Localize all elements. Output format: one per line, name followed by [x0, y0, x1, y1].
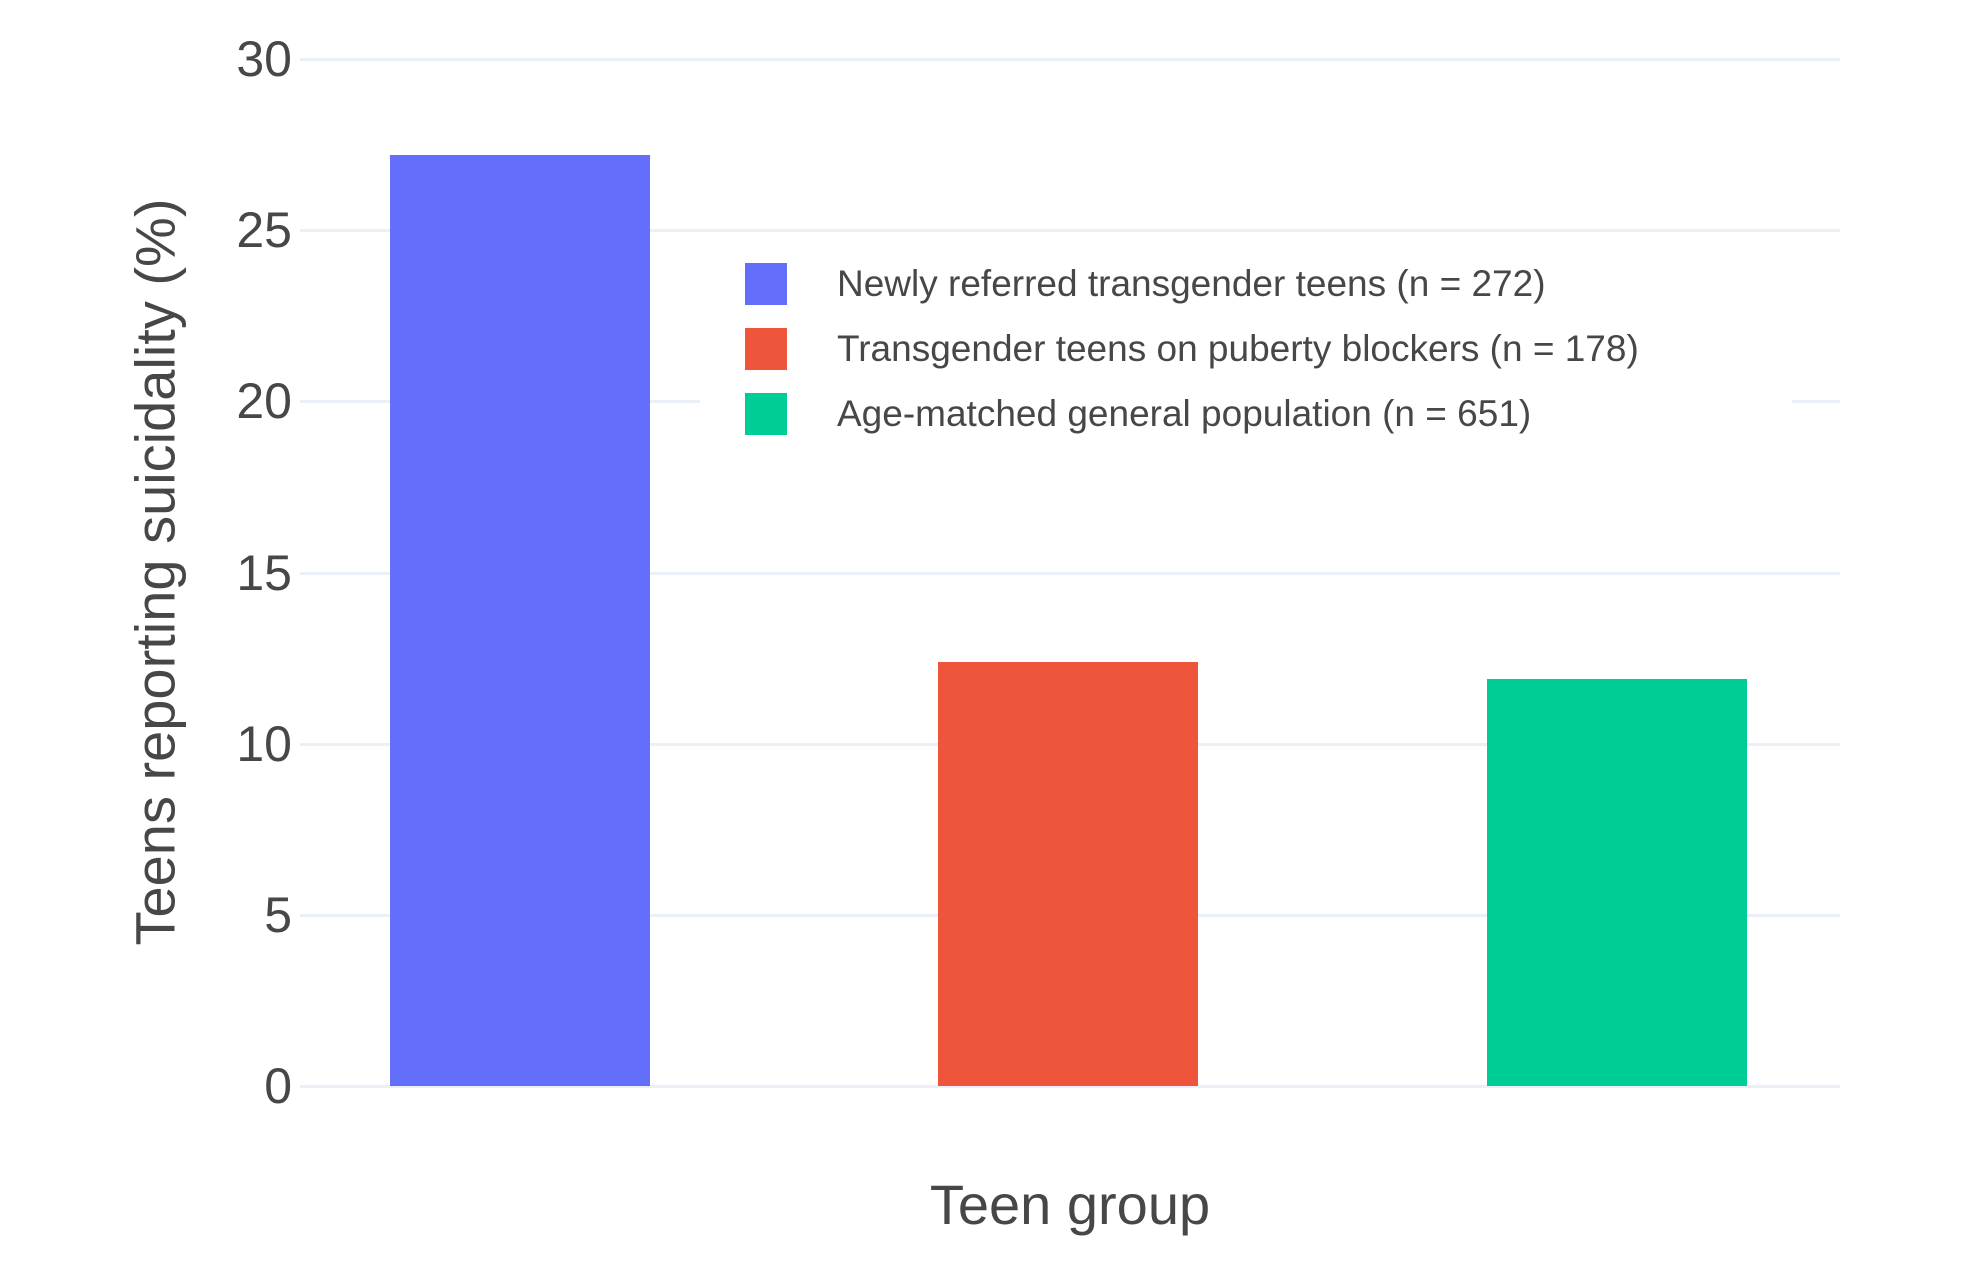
legend-item-puberty-blockers[interactable]: Transgender teens on puberty blockers (n…: [745, 328, 1792, 370]
gridline-15: [300, 571, 1840, 575]
gridline-25: [300, 229, 1840, 233]
bar-transgender-teens-on-puberty-blockers[interactable]: [938, 662, 1198, 1086]
bar-age-matched-general-population[interactable]: [1487, 679, 1747, 1086]
bar-newly-referred-transgender-teens[interactable]: [390, 155, 650, 1086]
legend-item-newly-referred[interactable]: Newly referred transgender teens (n = 27…: [745, 263, 1792, 305]
y-tick-label-10: 10: [236, 715, 292, 772]
legend-swatch-blue: [745, 263, 787, 305]
y-tick-label-30: 30: [236, 31, 292, 87]
legend-label: Age-matched general population (n = 651): [837, 393, 1532, 434]
y-tick-label-5: 5: [264, 886, 292, 943]
legend-swatch-green: [745, 393, 787, 435]
gridline-0: [300, 1085, 1840, 1088]
gridline-30: [300, 58, 1840, 61]
y-tick-label-15: 15: [236, 544, 292, 601]
legend-label: Transgender teens on puberty blockers (n…: [837, 328, 1639, 369]
y-tick-label-25: 25: [236, 202, 292, 259]
y-tick-label-20: 20: [236, 373, 292, 430]
legend-label: Newly referred transgender teens (n = 27…: [837, 263, 1546, 304]
x-axis-title: Teen group: [929, 1173, 1211, 1236]
y-tick-label-0: 0: [264, 1058, 292, 1114]
legend: Newly referred transgender teens (n = 27…: [700, 246, 1792, 455]
legend-item-general-population[interactable]: Age-matched general population (n = 651): [745, 393, 1792, 435]
legend-swatch-red: [745, 328, 787, 370]
